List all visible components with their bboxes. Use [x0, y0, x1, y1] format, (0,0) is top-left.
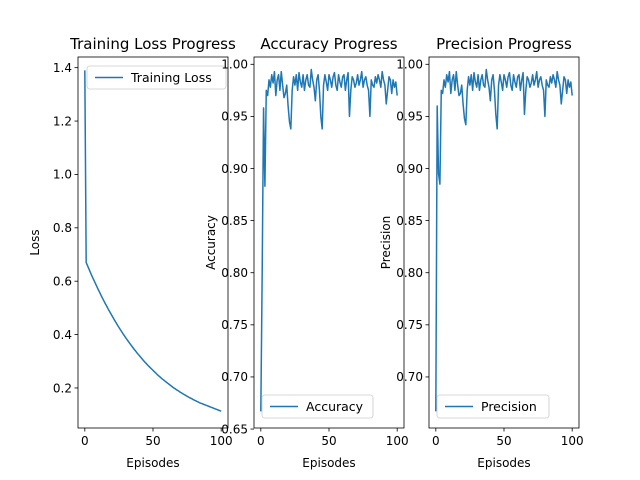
x-tick-label: 100 — [561, 434, 584, 448]
y-tick-label: 0.80 — [396, 266, 423, 280]
x-tick-label: 100 — [210, 434, 233, 448]
y-axis-label: Precision — [379, 216, 393, 270]
y-tick-label: 0.4 — [53, 328, 72, 342]
x-tick-label: 0 — [257, 434, 265, 448]
y-tick-label: 1.0 — [53, 168, 72, 182]
x-tick-label: 50 — [496, 434, 511, 448]
y-tick-label: 0.85 — [221, 214, 248, 228]
series-line-accuracy — [260, 68, 398, 412]
legend-box — [436, 394, 550, 419]
legend: Accuracy — [261, 394, 374, 419]
y-tick-label: 0.70 — [396, 370, 423, 384]
y-tick-label: 0.75 — [396, 318, 423, 332]
y-tick-label: 0.90 — [396, 162, 423, 176]
y-tick-label: 0.80 — [221, 266, 248, 280]
series-line-training-loss — [84, 70, 222, 412]
chart-title: Accuracy Progress — [260, 35, 397, 53]
chart-panel-loss: Training Loss Progress 0 50 100 0.2 0.4 0.6 0.8… — [28, 35, 236, 470]
x-axis-label: Episodes — [302, 456, 355, 470]
legend-box — [261, 394, 374, 419]
y-tick-label: 1.2 — [53, 114, 72, 128]
chart-title: Precision Progress — [436, 35, 572, 53]
y-tick-label: 1.00 — [396, 58, 423, 72]
x-axis-label: Episodes — [126, 456, 179, 470]
y-axis-label: Accuracy — [204, 215, 218, 270]
legend-label: Precision — [481, 399, 537, 414]
series-line-precision — [435, 68, 573, 412]
y-tick-label: 0.2 — [53, 381, 72, 395]
x-tick-label: 100 — [386, 434, 409, 448]
y-tick-label: 0.8 — [53, 221, 72, 235]
chart-title: Training Loss Progress — [69, 35, 236, 53]
y-axis-label: Loss — [28, 229, 42, 255]
legend-label: Accuracy — [306, 399, 364, 414]
y-tick-label: 0.6 — [53, 275, 72, 289]
y-tick-label: 1.4 — [53, 61, 72, 75]
y-tick-label: 0.70 — [221, 370, 248, 384]
y-tick-label: 0.75 — [221, 318, 248, 332]
y-tick-label: 0.95 — [221, 110, 248, 124]
x-tick-label: 50 — [145, 434, 160, 448]
x-tick-label: 0 — [81, 434, 89, 448]
y-tick-label: 0.95 — [396, 110, 423, 124]
y-tick-label: 0.90 — [221, 162, 248, 176]
legend: Precision — [436, 394, 550, 419]
y-tick-label: 0.65 — [221, 422, 248, 436]
x-tick-label: 0 — [432, 434, 440, 448]
x-tick-label: 50 — [321, 434, 336, 448]
legend-label: Training Loss — [130, 70, 212, 85]
chart-panel-precision: Precision Progress 0 50 100 0.70 0.75 0.80 0.85… — [379, 35, 584, 470]
x-axis-label: Episodes — [477, 456, 530, 470]
y-tick-label: 0.85 — [396, 214, 423, 228]
legend: Training Loss — [86, 65, 227, 90]
y-tick-label: 1.00 — [221, 58, 248, 72]
legend-box — [86, 65, 227, 90]
